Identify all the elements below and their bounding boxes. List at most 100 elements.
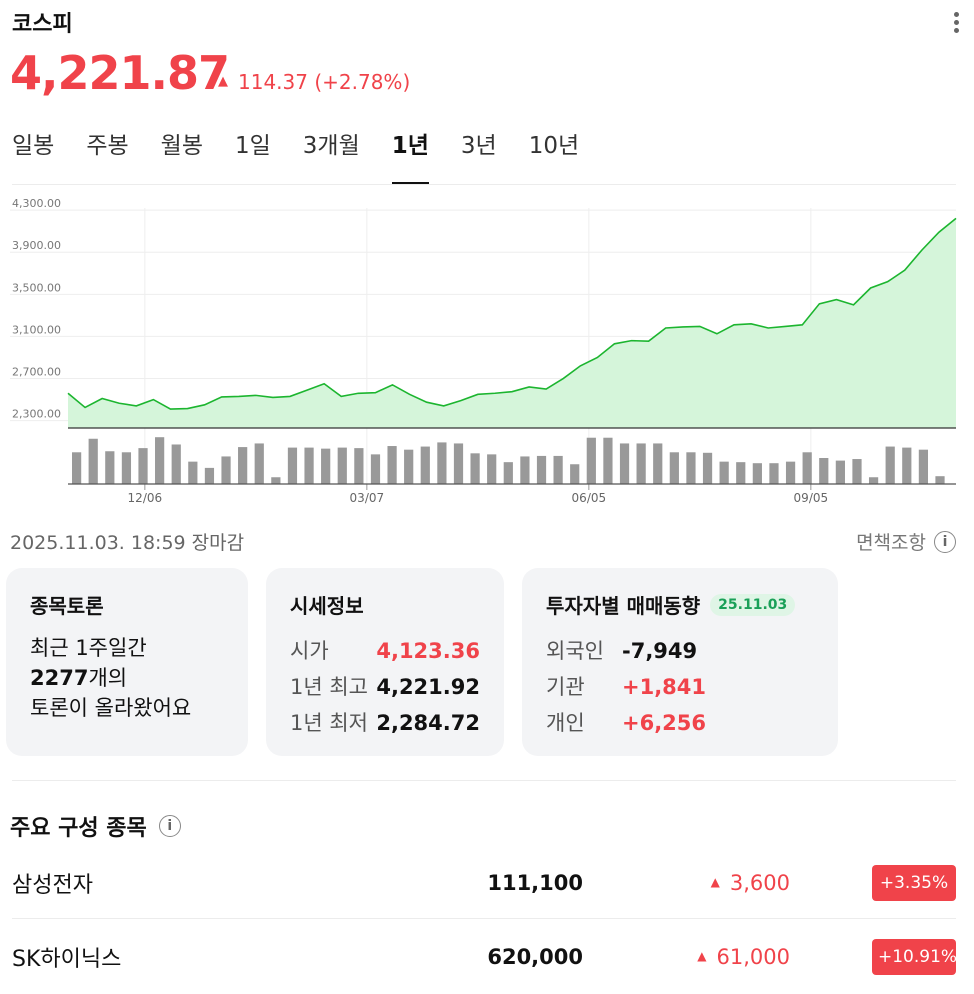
stock-name: SK하이닉스 (12, 947, 122, 972)
y-tick-label: 2,700.00 (12, 366, 61, 379)
volume-bar (437, 442, 447, 484)
volume-bar (254, 443, 264, 484)
volume-bar (221, 456, 231, 484)
investor-trend-card[interactable]: 투자자별 매매동향 25.11.03 외국인 -7,949 기관 +1,841 개인… (522, 568, 838, 756)
x-tick-label: 06/05 (572, 491, 607, 505)
volume-bar (653, 443, 663, 484)
volume-bar (304, 447, 314, 484)
volume-bar (287, 447, 298, 484)
volume-bar (619, 443, 630, 484)
volume-bar (603, 437, 613, 484)
volume-bar (72, 452, 82, 484)
volume-bar (736, 462, 746, 484)
volume-bar (155, 437, 165, 484)
change-percent: (+2.78%) (314, 70, 411, 94)
volume-bar (404, 449, 414, 484)
up-triangle-icon: ▲ (697, 949, 707, 963)
volume-bar (503, 462, 513, 484)
volume-bar (337, 447, 347, 484)
price-info-title: 시세정보 (290, 594, 364, 618)
tab-weekly[interactable]: 주봉 (86, 133, 129, 159)
price-chart[interactable]: 4,300.00 3,900.00 3,500.00 3,100.00 2,700.00… (0, 196, 974, 516)
foreign-label: 외국인 (546, 639, 604, 663)
year-low-row: 1년 최저 2,284.72 (290, 705, 480, 741)
volume-bar (188, 461, 198, 484)
discussion-count: 2277 (30, 666, 89, 690)
volume-bar (669, 452, 679, 484)
volume-bar (553, 455, 563, 484)
tab-3month[interactable]: 3개월 (302, 133, 360, 159)
individual-row: 개인 +6,256 (546, 705, 814, 741)
volume-bar (769, 463, 779, 484)
volume-bar (752, 463, 762, 484)
tab-1day[interactable]: 1일 (234, 133, 271, 159)
stock-name: 삼성전자 (12, 873, 93, 898)
tab-monthly[interactable]: 월봉 (160, 133, 203, 159)
discussion-card[interactable]: 종목토론 최근 1주일간 2277개의 토론이 올라왔어요 (6, 568, 248, 756)
constituents-title: 주요 구성 종목 (10, 816, 147, 841)
y-tick-label: 3,500.00 (12, 281, 61, 294)
area-fill (68, 218, 956, 428)
stock-row[interactable]: 삼성전자 111,100 ▲ 3,600 +3.35% (12, 846, 956, 920)
tab-3year[interactable]: 3년 (460, 133, 497, 159)
y-tick-label: 4,300.00 (12, 197, 61, 210)
y-tick-label: 2,300.00 (12, 408, 61, 421)
foreign-value: -7,949 (622, 639, 698, 663)
disclaimer-label: 면책조항 (856, 532, 926, 554)
volume-bar (387, 446, 397, 484)
more-menu-icon[interactable] (954, 12, 960, 36)
volume-bar (802, 452, 812, 484)
tab-1year[interactable]: 1년 (391, 128, 430, 184)
volume-bar (171, 444, 181, 484)
x-tick-label: 03/07 (350, 491, 385, 505)
volume-bar (470, 453, 480, 484)
y-tick-label: 3,900.00 (12, 239, 61, 252)
volume-bar (271, 477, 281, 484)
year-high-value: 4,221.92 (376, 675, 480, 699)
volume-bar (238, 447, 248, 484)
discussion-text: 최근 1주일간 2277개의 토론이 올라왔어요 (30, 633, 224, 723)
stock-change-badge: +3.35% (872, 865, 956, 901)
volume-bar (138, 448, 148, 484)
tab-10year[interactable]: 10년 (528, 133, 580, 159)
stock-row[interactable]: SK하이닉스 620,000 ▲ 61,000 +10.91% (12, 920, 957, 994)
volume-bar (719, 461, 729, 484)
volume-bar (520, 456, 530, 484)
volume-bar (686, 452, 696, 484)
year-high-row: 1년 최고 4,221.92 (290, 669, 480, 705)
divider (12, 184, 956, 185)
volume-bar (918, 449, 929, 484)
volume-bar (935, 476, 945, 484)
discussion-count-line: 2277개의 (30, 663, 224, 693)
x-tick-label: 12/06 (128, 491, 163, 505)
volume-bar (88, 438, 98, 484)
volume-bar (420, 446, 430, 484)
volume-bar (902, 447, 912, 484)
individual-label: 개인 (546, 711, 585, 735)
info-icon[interactable]: i (158, 815, 181, 837)
disclaimer-link[interactable]: 면책조항 i (856, 528, 956, 555)
stock-change-value: 3,600 (729, 871, 790, 895)
individual-value: +6,256 (622, 711, 707, 735)
institution-row: 기관 +1,841 (546, 669, 814, 705)
stock-change-badge: +10.91% (872, 939, 957, 975)
investor-trend-header: 투자자별 매매동향 25.11.03 (546, 590, 814, 619)
volume-bar (868, 477, 879, 484)
foreign-row: 외국인 -7,949 (546, 633, 814, 669)
volume-bar (321, 448, 331, 484)
price-info-card[interactable]: 시세정보 시가 4,123.36 1년 최고 4,221.92 1년 최저 2,284… (266, 568, 504, 756)
divider (12, 780, 956, 781)
year-low-value: 2,284.72 (376, 711, 480, 735)
current-price: 4,221.87 (10, 46, 230, 100)
institution-value: +1,841 (622, 675, 707, 699)
open-value: 4,123.36 (376, 639, 480, 663)
volume-bar (586, 437, 596, 484)
investor-trend-title: 투자자별 매매동향 (546, 594, 701, 618)
y-tick-label: 3,100.00 (12, 323, 61, 336)
year-low-label: 1년 최저 (290, 711, 368, 735)
volume-bar (536, 455, 547, 484)
tab-daily[interactable]: 일봉 (12, 133, 55, 159)
year-high-label: 1년 최고 (290, 675, 368, 699)
period-tabs: 일봉 주봉 월봉 1일 3개월 1년 3년 10년 (12, 128, 611, 184)
price-line (67, 217, 957, 410)
